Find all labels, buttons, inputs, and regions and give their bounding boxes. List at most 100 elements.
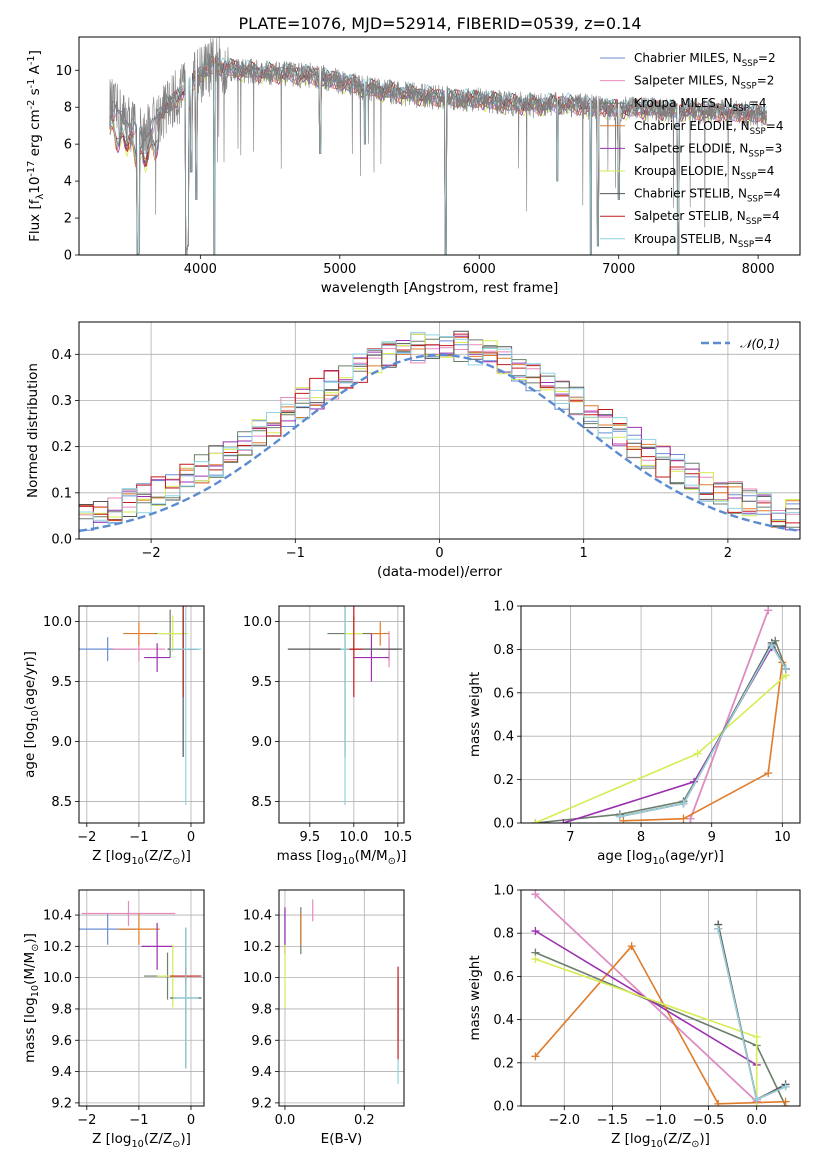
y-tick-label: 10.4 [243, 909, 272, 924]
y-tick-label: 9.8 [51, 1002, 72, 1017]
errorbar-point [172, 927, 199, 1069]
x-tick-label: 1 [580, 546, 588, 561]
x-axis-label: age [log10(age/yr)] [597, 848, 724, 867]
y-tick-label: 9.2 [51, 1096, 72, 1111]
plot-area [284, 899, 399, 1085]
x-axis-label: Z [log10(Z/Z⊙)] [611, 1131, 710, 1150]
weight-line-chabrier_stelib [717, 924, 786, 1101]
y-tick-label: 10.2 [43, 940, 72, 955]
legend-entry: Chabrier STELIB, NSSP=4 [634, 187, 781, 205]
y-tick-label: 0.4 [493, 730, 514, 745]
legend-entry: Kroupa STELIB, NSSP=4 [634, 232, 772, 250]
weight-line-salpeter_miles [689, 610, 769, 819]
x-tick-label: −1 [129, 1113, 148, 1128]
legend-entry: Kroupa MILES, NSSP=4 [634, 96, 767, 114]
y-tick-label: 0.4 [51, 348, 72, 363]
x-axis-label: wavelength [Angstrom, rest frame] [321, 280, 559, 296]
weight-line-chabrier_elodie [623, 662, 784, 822]
x-axis-label: Z [log10(Z/Z⊙)] [92, 848, 191, 867]
y-tick-label: 9.0 [251, 735, 272, 750]
y-tick-label: 8.5 [51, 795, 72, 810]
x-tick-label: 0 [435, 546, 443, 561]
histogram-kroupa_stelib [79, 331, 800, 524]
errorbar-point [144, 643, 171, 672]
x-tick-label: 0 [187, 1113, 195, 1128]
axes-frame [520, 605, 801, 824]
weight-line-salpeter_stelib [717, 928, 786, 1101]
axes-0: 4000 5000 6000 7000 8000 0 2 4 6 8 10 wavelength [A… [26, 36, 801, 296]
y-tick-label: 10 [55, 64, 72, 79]
errorbar-point [118, 913, 160, 945]
weight-marker [531, 927, 540, 936]
weight-marker [531, 890, 540, 899]
plot-area [531, 606, 790, 823]
y-tick-label: 9.8 [251, 1002, 272, 1017]
axes-4: 7 8 9 10 0.0 0.2 0.4 0.6 0.8 1.0 age [log10(age/yr… [467, 600, 801, 867]
y-tick-label: 9.2 [251, 1096, 272, 1111]
weight-line-kroupa_elodie [535, 958, 758, 1106]
y-tick-label: 4 [64, 175, 72, 190]
y-tick-label: 8.5 [251, 795, 272, 810]
axes-6: 0.0 0.2 9.2 9.4 9.6 9.8 10.0 10.2 10.4 E(B-V) [243, 889, 405, 1147]
y-tick-label: 10.2 [243, 940, 272, 955]
y-tick-label: 10.0 [43, 971, 72, 986]
x-tick-label: −1 [286, 546, 305, 561]
legend-entry: 𝒩(0,1) [740, 337, 780, 351]
x-tick-label: 9.5 [299, 830, 320, 845]
weight-line-chabrier_elodie [534, 944, 786, 1105]
x-tick-label: −2 [142, 546, 161, 561]
y-tick-label: 10.0 [243, 971, 272, 986]
model-spectrum-kroupa_stelib [109, 57, 767, 255]
legend-entry: Chabrier MILES, NSSP=2 [634, 51, 776, 69]
plot-area [531, 890, 790, 1106]
y-axis-label: mass weight [467, 672, 483, 757]
histogram-legend: 𝒩(0,1) [701, 337, 780, 351]
axes-2: −2 −1 0 8.5 9.0 9.5 10.0 Z [log10(Z/Z⊙)] age [lo… [22, 605, 205, 867]
weight-marker [531, 819, 540, 823]
y-axis-label: mass [log10(M/M⊙)] [22, 933, 41, 1063]
x-tick-label: −1.0 [645, 1113, 677, 1128]
weight-marker [764, 606, 773, 615]
x-axis-label: E(B-V) [321, 1131, 363, 1147]
plot-area [79, 606, 202, 806]
y-tick-label: 9.4 [51, 1065, 72, 1080]
y-tick-label: 0.8 [493, 927, 514, 942]
y-tick-label: 1.0 [493, 600, 514, 615]
x-tick-label: −2 [77, 1113, 96, 1128]
axes-1: −2 −1 0 1 2 0.0 0.1 0.2 0.3 0.4 (data-model)/error… [25, 321, 801, 580]
model-spectrum-chabrier_miles [109, 57, 767, 255]
y-axis-label: Flux [fλ10-17 erg cm-2 s-1 A-1] [26, 50, 46, 242]
grid [279, 890, 404, 1106]
errorbar-point [340, 606, 350, 806]
y-tick-label: 0.0 [51, 533, 72, 548]
x-tick-label: 10.5 [383, 830, 412, 845]
y-tick-label: 0.3 [51, 394, 72, 409]
x-tick-label: 0 [187, 830, 195, 845]
weight-marker [781, 1082, 790, 1091]
axes-frame [78, 889, 205, 1107]
errorbar-point [141, 922, 173, 970]
axes-frame [78, 36, 801, 256]
grid [279, 606, 404, 823]
weight-marker [752, 1095, 761, 1104]
axes-3: 9.5 10.0 10.5 8.5 9.0 9.5 10.0 mass [log10(M/M⊙… [243, 605, 412, 867]
weight-marker [781, 1097, 790, 1106]
y-tick-label: 0.6 [493, 686, 514, 701]
x-tick-label: 10.0 [339, 830, 368, 845]
errorbar-point [371, 621, 390, 646]
y-tick-label: 9.5 [51, 675, 72, 690]
y-tick-label: 9.0 [51, 735, 72, 750]
weight-marker [531, 1052, 540, 1061]
legend-entry: Salpeter ELODIE, NSSP=3 [634, 141, 782, 159]
weight-line-kroupa_miles [535, 638, 787, 823]
histogram-kroupa_miles [79, 336, 800, 528]
weight-line-chabrier_stelib [619, 641, 787, 818]
y-tick-label: 0 [64, 249, 72, 264]
y-tick-label: 0.8 [493, 643, 514, 658]
y-tick-label: 0.2 [493, 1056, 514, 1071]
weight-line-kroupa_elodie [534, 674, 787, 823]
y-tick-label: 6 [64, 138, 72, 153]
weight-marker [686, 814, 695, 823]
weight-marker [559, 819, 568, 823]
